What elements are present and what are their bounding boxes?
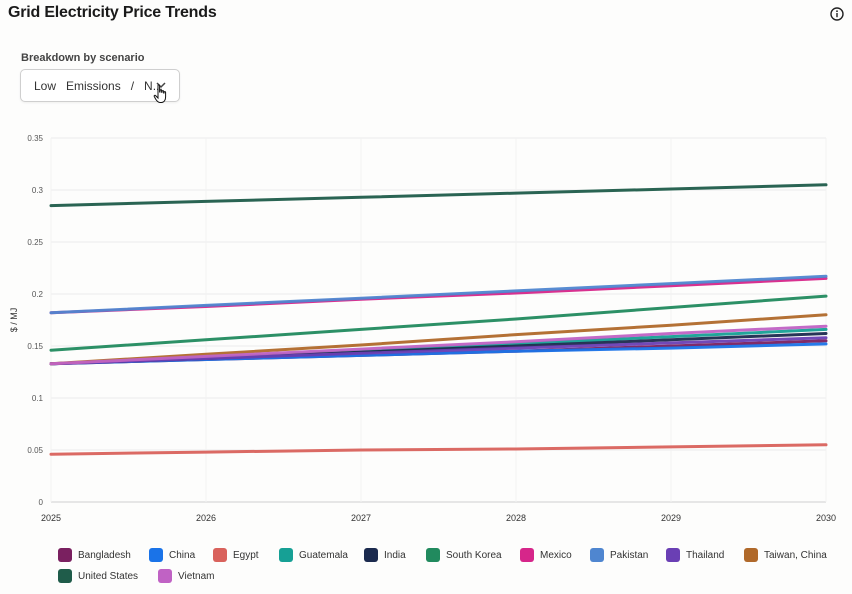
series-line-thailand[interactable] [49, 336, 828, 366]
legend-label: Mexico [540, 549, 572, 561]
y-tick-label: 0 [39, 498, 44, 507]
y-tick-label: 0.3 [32, 186, 44, 195]
legend-label: Egypt [233, 549, 259, 561]
legend-item-taiwan-china[interactable]: Taiwan, China [744, 546, 827, 564]
legend-item-pakistan[interactable]: Pakistan [590, 546, 648, 564]
legend-item-mexico[interactable]: Mexico [520, 546, 572, 564]
legend-item-bangladesh[interactable]: Bangladesh [58, 546, 131, 564]
legend-label: Guatemala [299, 549, 348, 561]
legend-label: Vietnam [178, 570, 215, 582]
legend-swatch [590, 548, 604, 562]
legend-item-india[interactable]: India [364, 546, 406, 564]
y-tick-label: 0.35 [27, 134, 43, 143]
legend-swatch [58, 569, 72, 583]
series-line-united-states[interactable] [49, 183, 828, 208]
y-tick-label: 0.15 [27, 342, 43, 351]
scenario-select[interactable]: Low Emissions / N... [20, 69, 180, 102]
legend-item-guatemala[interactable]: Guatemala [279, 546, 348, 564]
legend-label: South Korea [446, 549, 502, 561]
legend-label: China [169, 549, 196, 561]
y-tick-label: 0.25 [27, 238, 43, 247]
legend-item-united-states[interactable]: United States [58, 567, 138, 585]
legend-label: Thailand [686, 549, 725, 561]
legend-label: Taiwan, China [764, 549, 827, 561]
legend-swatch [158, 569, 172, 583]
y-tick-label: 0.1 [32, 394, 44, 403]
x-tick-label: 2028 [506, 513, 526, 523]
x-tick-label: 2026 [196, 513, 216, 523]
legend-label: Bangladesh [78, 549, 131, 561]
legend-item-egypt[interactable]: Egypt [213, 546, 259, 564]
info-icon[interactable] [830, 7, 844, 21]
series-line-vietnam[interactable] [49, 324, 828, 366]
legend-item-thailand[interactable]: Thailand [666, 546, 724, 564]
page-title: Grid Electricity Price Trends [8, 4, 217, 21]
series-line-south-korea[interactable] [49, 294, 828, 352]
legend-swatch [744, 548, 758, 562]
legend-label: United States [78, 570, 139, 582]
x-tick-label: 2030 [816, 513, 836, 523]
y-tick-label: 0.05 [27, 446, 43, 455]
y-axis-label: $ / MJ [9, 308, 19, 333]
x-tick-label: 2029 [661, 513, 681, 523]
hand-pointer-cursor-icon [153, 84, 167, 103]
series-line-taiwan-china[interactable] [49, 313, 828, 366]
breakdown-label: Breakdown by scenario [21, 52, 145, 64]
legend-label: India [384, 549, 406, 561]
legend-swatch [149, 548, 163, 562]
legend-swatch [426, 548, 440, 562]
legend-item-china[interactable]: China [149, 546, 195, 564]
y-tick-label: 0.2 [32, 290, 44, 299]
x-tick-label: 2027 [351, 513, 371, 523]
legend-swatch [520, 548, 534, 562]
legend-item-south-korea[interactable]: South Korea [426, 546, 502, 564]
legend-label: Pakistan [610, 549, 649, 561]
series-line-egypt[interactable] [49, 443, 828, 456]
legend-item-vietnam[interactable]: Vietnam [158, 567, 215, 585]
series-line-pakistan[interactable] [49, 274, 828, 315]
legend-swatch [364, 548, 378, 562]
x-tick-label: 2025 [41, 513, 61, 523]
chevron-down-icon [156, 82, 166, 89]
legend-swatch [666, 548, 680, 562]
legend-swatch [213, 548, 227, 562]
legend-swatch [58, 548, 72, 562]
legend-swatch [279, 548, 293, 562]
